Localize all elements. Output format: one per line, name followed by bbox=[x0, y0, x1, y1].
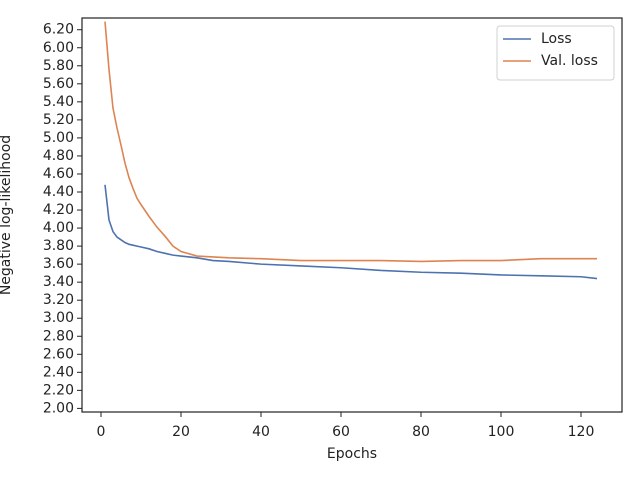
y-tick-label: 2.80 bbox=[43, 328, 74, 344]
x-tick-label: 60 bbox=[332, 424, 350, 440]
plot-frame bbox=[81, 17, 623, 413]
x-tick-label: 40 bbox=[252, 424, 270, 440]
y-tick-label: 5.40 bbox=[43, 94, 74, 110]
y-tick-label: 5.80 bbox=[43, 58, 74, 74]
y-tick-label: 4.80 bbox=[43, 148, 74, 164]
y-tick-label: 4.20 bbox=[43, 202, 74, 218]
y-tick-label: 4.40 bbox=[43, 184, 74, 200]
y-tick-label: 5.60 bbox=[43, 76, 74, 92]
x-tick-label: 20 bbox=[172, 424, 190, 440]
x-tick-label: 0 bbox=[97, 424, 106, 440]
y-tick-label: 3.40 bbox=[43, 274, 74, 290]
legend-label: Val. loss bbox=[541, 53, 598, 69]
y-tick-label: 3.60 bbox=[43, 256, 74, 272]
y-tick-label: 3.20 bbox=[43, 292, 74, 308]
y-tick-label: 5.00 bbox=[43, 130, 74, 146]
y-tick-label: 3.80 bbox=[43, 238, 74, 254]
y-axis-label: Negative log-likelihood bbox=[0, 135, 14, 295]
x-tick-label: 120 bbox=[568, 424, 595, 440]
y-tick-label: 6.00 bbox=[43, 40, 74, 56]
y-tick-label: 2.00 bbox=[43, 400, 74, 416]
line-series bbox=[104, 184, 598, 280]
y-tick-label: 2.40 bbox=[43, 364, 74, 380]
legend-label: Loss bbox=[541, 31, 572, 47]
y-tick-label: 4.00 bbox=[43, 220, 74, 236]
y-tick-label: 6.20 bbox=[43, 22, 74, 38]
x-axis-label: Epochs bbox=[327, 446, 377, 462]
y-tick-label: 2.60 bbox=[43, 346, 74, 362]
x-tick-label: 80 bbox=[412, 424, 430, 440]
x-tick-label: 100 bbox=[488, 424, 515, 440]
line-series bbox=[104, 21, 597, 263]
y-tick-label: 3.00 bbox=[43, 310, 74, 326]
y-tick-label: 2.20 bbox=[43, 382, 74, 398]
y-tick-label: 4.60 bbox=[43, 166, 74, 182]
y-tick-label: 5.20 bbox=[43, 112, 74, 128]
